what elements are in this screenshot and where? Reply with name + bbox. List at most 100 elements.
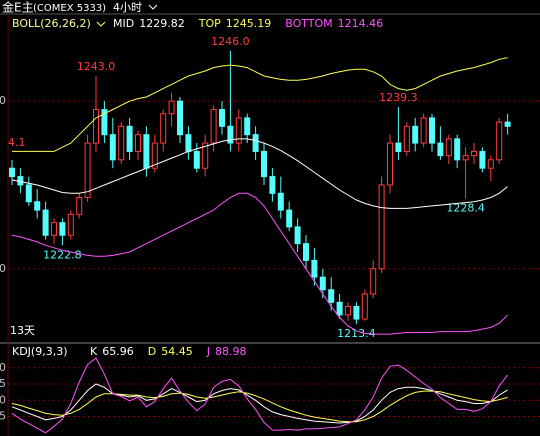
- high-label: 1246.0: [211, 35, 250, 48]
- candle-body: [227, 125, 234, 144]
- candle-body: [160, 113, 167, 144]
- y-tick-label: 75: [0, 377, 6, 390]
- candle-body: [84, 142, 91, 199]
- y-tick-label: 25: [0, 410, 6, 423]
- candle-body: [487, 159, 494, 169]
- candle-body: [143, 134, 150, 169]
- candle-body: [210, 109, 217, 144]
- legend-name: D: [148, 345, 156, 358]
- y-tick-label: 1240: [0, 94, 6, 107]
- indicator-line: [11, 192, 508, 335]
- indicator-line: [11, 138, 508, 209]
- candles: [9, 50, 511, 325]
- candle-body: [9, 167, 15, 178]
- candle-body: [294, 226, 301, 245]
- legend-name: BOTTOM: [285, 17, 332, 30]
- candle-body: [345, 305, 351, 316]
- candle-body: [261, 150, 267, 178]
- candle-body: [286, 209, 293, 228]
- candle-body: [496, 121, 503, 161]
- legend-value: 65.96: [102, 345, 134, 358]
- legend-value: 88.98: [215, 345, 247, 358]
- legend-name: J: [206, 345, 210, 358]
- legend-name: TOP: [198, 17, 221, 30]
- legend-value: 1229.82: [139, 17, 185, 30]
- candle-body: [395, 142, 402, 152]
- candle-body: [42, 209, 49, 236]
- candle-body: [370, 268, 377, 295]
- candle-body: [303, 243, 309, 261]
- indicator-line: [11, 383, 508, 424]
- low-label: 1213.4: [337, 327, 376, 340]
- period-dropdown[interactable]: [148, 4, 158, 10]
- candle-body: [403, 125, 410, 152]
- candle-body: [454, 138, 461, 161]
- candle-body: [76, 197, 83, 215]
- candle-body: [471, 150, 477, 157]
- legend-value: 1245.19: [226, 17, 272, 30]
- candle-body: [479, 150, 486, 169]
- candle-body: [319, 276, 326, 291]
- candle-body: [25, 184, 32, 203]
- legend-value: 54.45: [161, 345, 193, 358]
- candle-body: [420, 117, 427, 144]
- candle-body: [109, 134, 116, 161]
- period-label: 13天: [10, 324, 35, 337]
- candle-body: [336, 301, 343, 316]
- symbol: 金E主: [2, 0, 34, 15]
- candle-body: [244, 117, 251, 136]
- candle-body: [504, 121, 511, 127]
- indicator-name: BOLL(26,26,2): [12, 17, 91, 30]
- indicator-line: [12, 57, 508, 152]
- y-tick-label: 50: [0, 393, 6, 406]
- candle-body: [252, 134, 259, 152]
- y-tick-label: 100: [0, 361, 6, 374]
- candle-body: [462, 155, 469, 161]
- candle-body: [311, 259, 318, 278]
- y-tick-label: 1220: [0, 262, 6, 275]
- candle-body: [277, 192, 284, 211]
- legend-name: MID: [113, 17, 134, 30]
- candle-body: [193, 150, 200, 169]
- candle-body: [135, 134, 141, 152]
- exchange: (COMEX 5333): [33, 3, 106, 14]
- lines: [11, 57, 508, 335]
- candle-body: [177, 100, 183, 136]
- candle-body: [269, 176, 276, 194]
- candle-body: [202, 142, 209, 169]
- candle-body: [445, 138, 452, 157]
- candle-body: [51, 222, 57, 236]
- candle-body: [168, 100, 175, 115]
- candle-body: [59, 222, 66, 236]
- indicator-name: KDJ(9,3,3): [12, 345, 68, 358]
- lines: [11, 357, 508, 434]
- high-label: 1243.0: [77, 60, 116, 73]
- candle-body: [353, 305, 360, 320]
- price-marker: 4.1: [8, 136, 26, 149]
- candle-body: [67, 213, 74, 236]
- indicator-line: [11, 357, 508, 434]
- candle-body: [387, 142, 393, 186]
- candle-body: [429, 117, 435, 144]
- low-label: 1222.8: [43, 248, 82, 261]
- candle-body: [378, 184, 385, 270]
- candle-body: [412, 125, 419, 144]
- legend-name: K: [90, 345, 98, 358]
- indicator-dropdown[interactable]: [96, 21, 106, 27]
- legend-value: 1214.46: [338, 17, 384, 30]
- candle-body: [328, 289, 335, 303]
- period[interactable]: 4小时: [113, 1, 142, 14]
- candle-body: [93, 109, 99, 144]
- candle-body: [101, 109, 108, 136]
- candle-body: [235, 117, 242, 144]
- candle-body: [219, 109, 225, 127]
- candle-body: [361, 293, 368, 320]
- low-label: 1228.4: [446, 201, 485, 214]
- candle-body: [126, 125, 133, 152]
- indicator-line: [11, 390, 508, 423]
- candle-body: [185, 134, 192, 152]
- candle-body: [151, 142, 158, 169]
- candle-body: [34, 201, 41, 211]
- high-label: 1239.3: [379, 91, 418, 104]
